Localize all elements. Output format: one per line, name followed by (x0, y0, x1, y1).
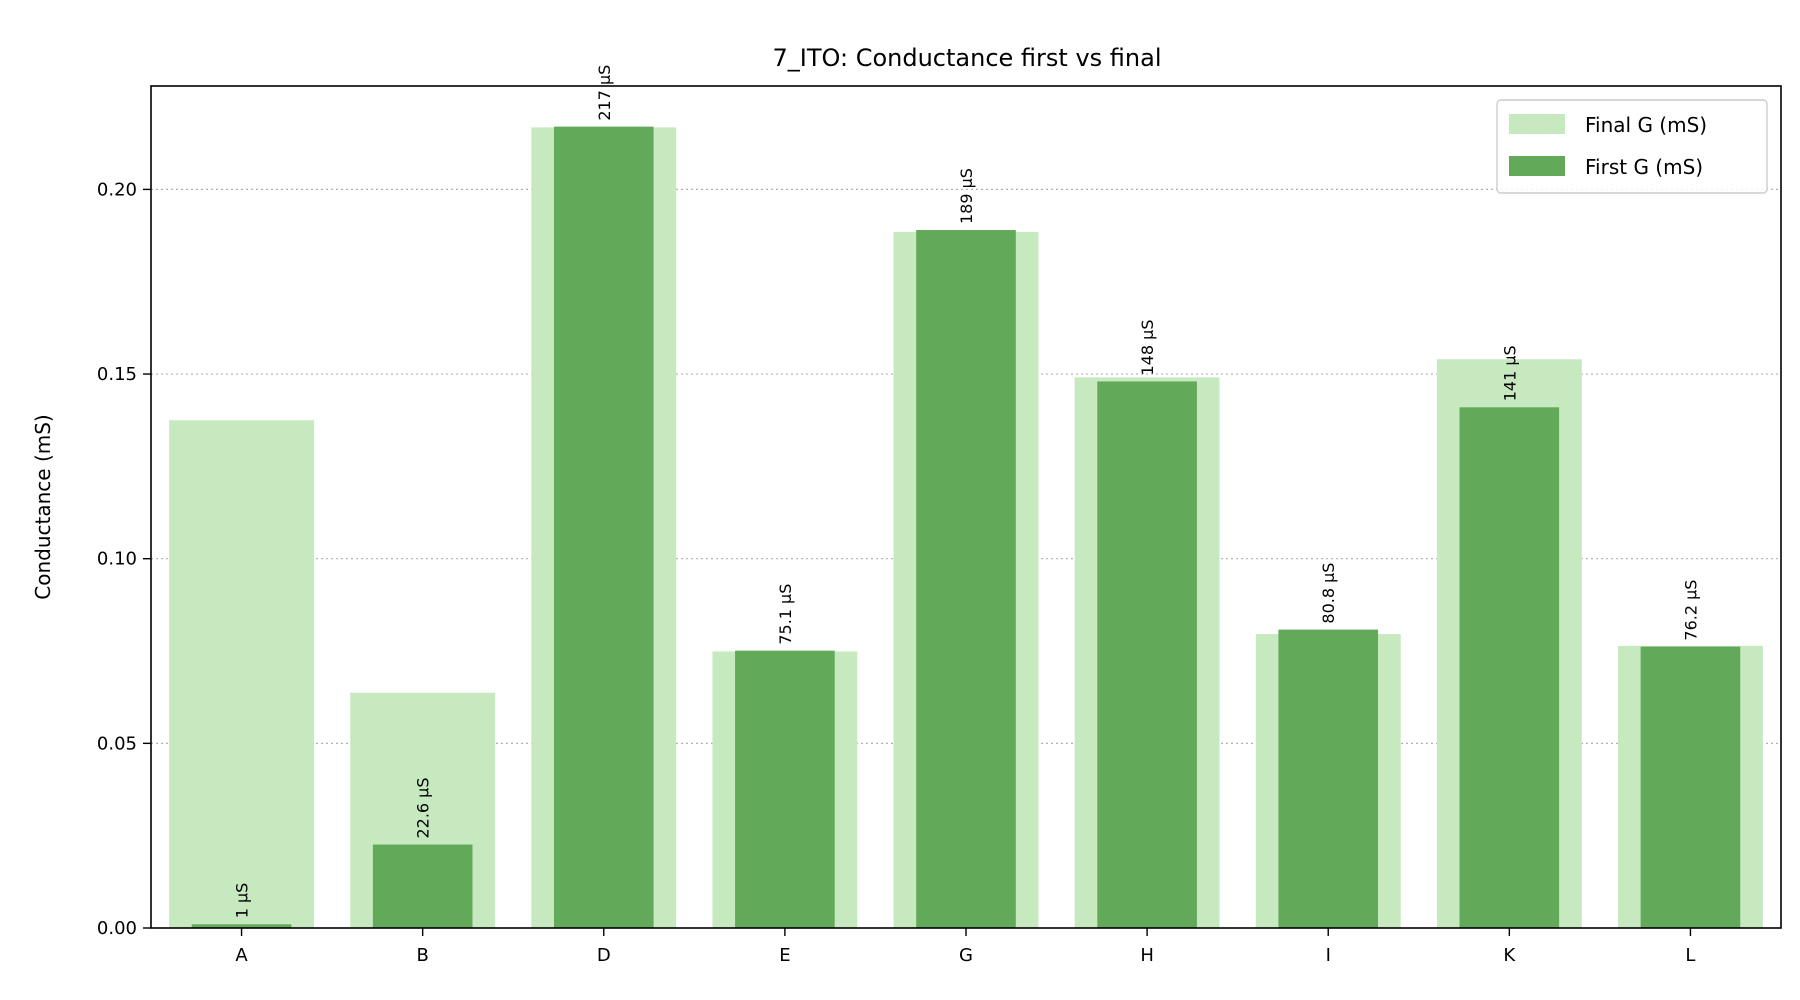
x-tick-label: L (1685, 945, 1695, 966)
bar-first-G (916, 230, 1016, 929)
legend-swatch (1509, 156, 1565, 176)
legend-swatch (1509, 114, 1565, 134)
y-tick-label: 0.10 (97, 549, 137, 570)
bar-value-label: 80.8 µS (1319, 563, 1338, 624)
chart-title: 7_ITO: Conductance first vs final (773, 44, 1162, 72)
x-tick-label: G (959, 945, 973, 966)
y-tick-label: 0.15 (97, 364, 137, 385)
legend-label: Final G (mS) (1585, 113, 1707, 137)
y-tick-label: 0.00 (97, 918, 137, 939)
bar-label-layer: 1 µS 22.6 µS 217 µS 75.1 µS 189 µS 148 µS 80.8… (233, 65, 1701, 919)
bar-first-E (735, 650, 835, 928)
bar-value-label: 189 µS (957, 168, 976, 224)
legend: Final G (mS) First G (mS) (1496, 99, 1768, 194)
y-axis-label: Conductance (mS) (31, 414, 55, 599)
bar-value-label: 1 µS (233, 883, 252, 919)
bar-first-I (1278, 629, 1379, 928)
bar-value-label: 76.2 µS (1681, 580, 1700, 641)
legend-label: First G (mS) (1585, 155, 1703, 179)
bar-value-label: 22.6 µS (414, 777, 433, 838)
y-tick-label: 0.05 (97, 733, 137, 754)
bar-first-L (1640, 646, 1741, 928)
bar-value-label: 148 µS (1138, 319, 1157, 375)
bar-value-label: 75.1 µS (776, 584, 795, 645)
bar-first-B (372, 844, 473, 928)
x-tick-label: K (1503, 945, 1516, 966)
x-tick-label: H (1140, 945, 1154, 966)
x-tick-label: A (235, 945, 248, 966)
axis-layer: 0.00 0.05 0.10 0.15 0.20 A B D E G H I K L (97, 179, 1696, 966)
x-tick-label: I (1326, 945, 1331, 966)
bars-layer (169, 126, 1763, 929)
bar-first-H (1097, 381, 1197, 928)
bar-final-A (169, 420, 314, 928)
bar-first-K (1459, 407, 1560, 929)
bar-first-D (553, 126, 654, 929)
y-tick-label: 0.20 (97, 179, 137, 200)
x-tick-label: B (416, 945, 428, 966)
bar-first-A (191, 924, 292, 928)
bar-value-label: 141 µS (1500, 345, 1519, 401)
bar-value-label: 217 µS (595, 65, 614, 121)
x-tick-label: E (779, 945, 790, 966)
x-tick-label: D (597, 945, 611, 966)
